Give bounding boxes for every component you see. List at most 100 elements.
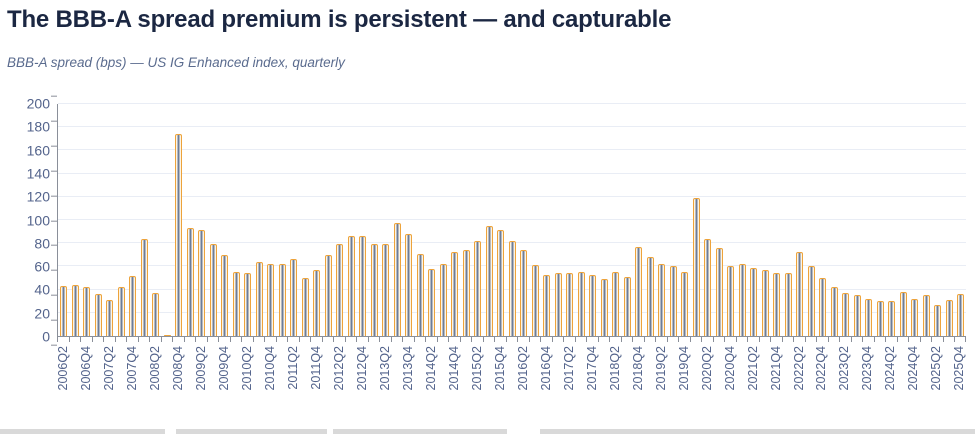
bar-2023Q1 <box>830 287 838 336</box>
bar-slot <box>323 104 335 336</box>
x-axis-tick-mark <box>344 337 357 342</box>
x-axis-labels: 2006Q2 2006Q4 2007Q2 2007Q4 2008Q2 2008Q4 2009… <box>56 346 966 426</box>
x-axis-tick-mark <box>701 337 713 342</box>
x-axis-tick-mark <box>666 337 679 342</box>
x-axis-tick-mark <box>505 337 518 342</box>
x-axis-tick-label: 2013Q4 <box>400 346 415 391</box>
bar-slot <box>70 104 82 336</box>
x-axis-tick-mark <box>390 337 403 342</box>
x-axis-tick-mark <box>574 337 587 342</box>
x-axis-tick-mark <box>114 337 127 342</box>
bar-slot <box>599 104 611 336</box>
x-axis-tick-mark <box>229 337 242 342</box>
bar-2020Q2 <box>704 238 712 336</box>
x-axis-tick-mark <box>770 337 782 342</box>
gridline <box>58 149 966 151</box>
x-label-slot: 2021Q2 <box>746 346 760 426</box>
y-axis-tick-label: 160 <box>0 142 57 158</box>
bar-2017Q1 <box>554 273 562 336</box>
gridline <box>58 172 966 174</box>
x-axis-tick-mark <box>494 337 506 342</box>
y-axis-tick-label: 180 <box>0 119 57 135</box>
y-axis-tick-mark <box>51 195 57 197</box>
bar-2015Q3 <box>485 225 493 336</box>
bar-2022Q2 <box>796 252 804 336</box>
bar-2020Q1 <box>692 197 700 336</box>
bar-slot <box>737 104 749 336</box>
x-label-slot: 2006Q2 <box>56 346 70 426</box>
x-label-slot: 2013Q2 <box>378 346 392 426</box>
x-label-slot: 2012Q2 <box>332 346 346 426</box>
x-axis-tick-mark <box>517 337 529 342</box>
bar-2020Q4 <box>727 266 735 336</box>
bar-slot <box>438 104 450 336</box>
x-axis-tick-mark <box>643 337 656 342</box>
bar-slot <box>93 104 105 336</box>
y-axis-tick-label: 20 <box>0 305 57 321</box>
bar-slot <box>668 104 680 336</box>
bar-chart: 0 20 40 60 80 100 120 140 160 180 200 2006Q2 2006Q4… <box>0 95 975 426</box>
x-label-slot <box>782 346 792 426</box>
x-label-slot: 2010Q4 <box>263 346 277 426</box>
bar-2013Q4 <box>405 233 413 336</box>
gridline <box>58 126 966 128</box>
x-axis-tick-mark <box>781 337 794 342</box>
x-axis-tick-mark <box>712 337 725 342</box>
bar-2022Q3 <box>807 266 815 336</box>
x-axis-tick-mark <box>942 337 955 342</box>
bar-2009Q4 <box>221 254 229 336</box>
bar-slot <box>242 104 254 336</box>
x-axis-tick-mark <box>448 337 460 342</box>
x-axis-tick-label: 2017Q4 <box>584 346 599 391</box>
x-label-slot: 2007Q2 <box>102 346 116 426</box>
y-axis-tick-mark <box>51 120 57 122</box>
x-axis-tick-label: 2022Q2 <box>791 346 806 391</box>
y-axis-tick-mark <box>51 344 57 346</box>
x-axis-tick-mark <box>919 337 932 342</box>
bar-2016Q3 <box>531 265 539 336</box>
y-axis-tick-mark <box>51 95 57 97</box>
bar-2010Q4 <box>267 264 275 336</box>
bar-2019Q1 <box>646 257 654 336</box>
x-axis-tick-mark <box>528 337 541 342</box>
bar-2008Q2 <box>152 293 160 336</box>
x-axis-tick-mark <box>873 337 886 342</box>
x-axis-tick-label: 2024Q4 <box>906 346 921 391</box>
x-axis-tick-label: 2018Q2 <box>607 346 622 391</box>
x-axis-ticks <box>57 337 966 342</box>
page-title: The BBB-A spread premium is persistent —… <box>7 6 672 33</box>
x-axis-tick-label: 2011Q4 <box>308 346 323 390</box>
x-axis-tick-mark <box>609 337 621 342</box>
x-axis-tick-mark <box>91 337 104 342</box>
bar-slot <box>472 104 484 336</box>
bar-2010Q2 <box>244 273 252 336</box>
bar-slot <box>104 104 116 336</box>
bar-slot <box>783 104 795 336</box>
bar-2017Q4 <box>589 274 597 336</box>
x-axis-tick-label: 2021Q4 <box>768 346 783 391</box>
x-axis-tick-mark <box>333 337 345 342</box>
x-label-slot: 2024Q4 <box>906 346 921 426</box>
bar-2011Q3 <box>301 278 309 336</box>
bar-2024Q3 <box>899 291 907 336</box>
x-axis-tick-label: 2009Q4 <box>216 346 231 391</box>
bar-2016Q2 <box>520 250 528 336</box>
plot-area <box>57 103 966 337</box>
bar-2007Q4 <box>129 275 137 336</box>
x-label-slot: 2025Q2 <box>929 346 943 426</box>
x-axis-tick-label: 2008Q2 <box>147 346 162 391</box>
bar-slot <box>622 104 634 336</box>
bars-container <box>58 104 966 336</box>
x-label-slot <box>759 346 769 426</box>
y-axis-tick-label: 0 <box>0 329 57 346</box>
footer-divider-segment <box>176 429 327 434</box>
bar-2013Q2 <box>382 244 390 336</box>
bar-2022Q1 <box>784 273 792 336</box>
bar-2006Q3 <box>71 284 79 336</box>
gridline <box>58 103 966 104</box>
x-axis-tick-mark <box>80 337 92 342</box>
x-axis-tick-mark <box>908 337 920 342</box>
x-axis-tick-mark <box>126 337 138 342</box>
y-axis-tick-label: 40 <box>0 282 57 298</box>
bar-slot <box>300 104 312 336</box>
